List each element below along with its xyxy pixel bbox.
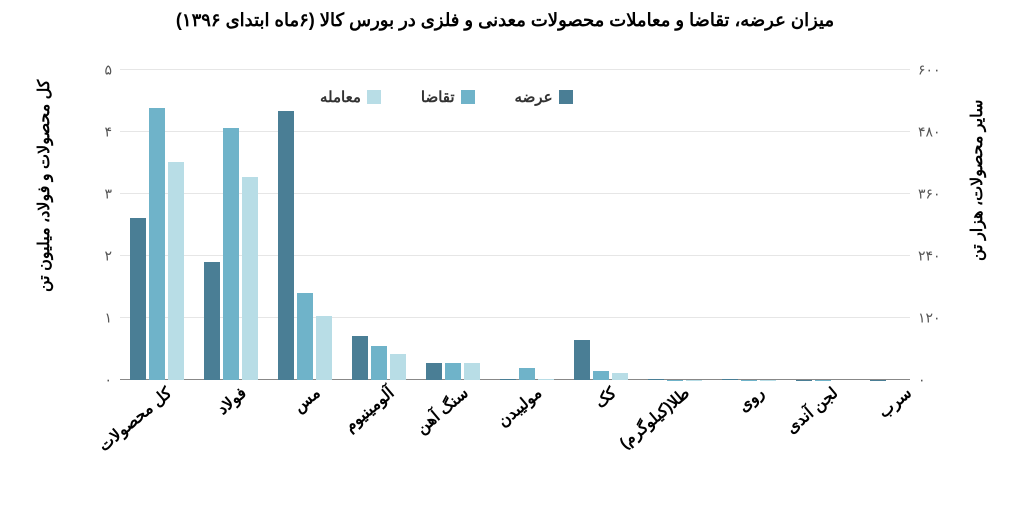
legend-swatch: [367, 90, 381, 104]
y-tick-right: ۴۸۰: [910, 124, 941, 141]
y-axis-left-label: کل محصولات و فولاد، میلیون تن: [35, 80, 54, 370]
bar-group: [860, 70, 934, 380]
bar: [500, 379, 516, 380]
x-tick-label: روی: [734, 383, 768, 416]
legend-item: تقاضا: [421, 88, 475, 106]
bar: [149, 108, 165, 380]
x-tick-label: آلومینیوم: [340, 383, 398, 436]
bar: [464, 363, 480, 380]
bar-group: [638, 70, 712, 380]
y-tick-right: ۱۲۰: [910, 310, 941, 327]
bar: [371, 346, 387, 380]
chart-container: میزان عرضه، تقاضا و معاملات محصولات معدن…: [0, 0, 1010, 508]
y-tick-right: ۳۶۰: [910, 186, 941, 203]
bar: [242, 177, 258, 380]
bar: [204, 262, 220, 380]
bar: [352, 336, 368, 380]
x-tick-label: طلا(کیلوگرم): [616, 383, 694, 453]
bar-group: [786, 70, 860, 380]
bar-group: [490, 70, 564, 380]
y-tick-left: ۳: [104, 186, 120, 203]
legend-item: عرضه: [515, 88, 573, 106]
x-tick-label: مس: [289, 383, 324, 417]
bar: [223, 128, 239, 380]
x-tick-label: سنگ آهن: [412, 383, 472, 438]
bars-layer: [120, 70, 910, 380]
bar: [519, 368, 535, 380]
bar: [538, 379, 554, 380]
y-tick-left: ۲: [104, 248, 120, 265]
x-tick-label: کک: [590, 383, 620, 412]
legend-label: تقاضا: [421, 88, 455, 106]
plot-area: ۰۱۲۳۴۵ ۰۱۲۰۲۴۰۳۶۰۴۸۰۶۰۰ کل محصولاتفولادم…: [120, 70, 910, 380]
bar: [278, 111, 294, 380]
bar: [390, 354, 406, 380]
y-tick-left: ۴: [104, 124, 120, 141]
y-tick-left: ۰: [104, 372, 120, 389]
y-tick-left: ۱: [104, 310, 120, 327]
bar: [316, 316, 332, 380]
bar-group: [194, 70, 268, 380]
y-tick-right: ۰: [910, 372, 926, 389]
x-tick-label: فولاد: [213, 383, 251, 419]
y-tick-left: ۵: [104, 62, 120, 79]
legend-label: معامله: [320, 88, 361, 106]
bar-group: [712, 70, 786, 380]
bar-group: [268, 70, 342, 380]
bar: [445, 363, 461, 380]
legend-swatch: [461, 90, 475, 104]
bar-group: [564, 70, 638, 380]
legend: عرضه تقاضا معامله: [320, 88, 573, 106]
bar: [593, 371, 609, 380]
bar: [426, 363, 442, 380]
bar: [648, 379, 664, 380]
bar-group: [342, 70, 416, 380]
y-tick-right: ۶۰۰: [910, 62, 941, 79]
chart-title: میزان عرضه، تقاضا و معاملات محصولات معدن…: [0, 10, 1010, 31]
bar: [130, 218, 146, 380]
x-tick-label: مولیبدن: [494, 383, 546, 431]
bar: [574, 340, 590, 380]
y-axis-right-label: سایر محصولات، هزار تن: [968, 100, 987, 350]
bar: [297, 293, 313, 380]
legend-item: معامله: [320, 88, 381, 106]
bar: [612, 373, 628, 380]
x-tick-label: سرب: [875, 383, 916, 422]
bar-group: [120, 70, 194, 380]
x-tick-label: لجن آندی: [782, 383, 842, 438]
legend-label: عرضه: [515, 88, 553, 106]
bar: [168, 162, 184, 380]
legend-swatch: [559, 90, 573, 104]
x-tick-label: کل محصولات: [95, 383, 176, 456]
y-tick-right: ۲۴۰: [910, 248, 941, 265]
bar-group: [416, 70, 490, 380]
bar: [722, 379, 738, 380]
